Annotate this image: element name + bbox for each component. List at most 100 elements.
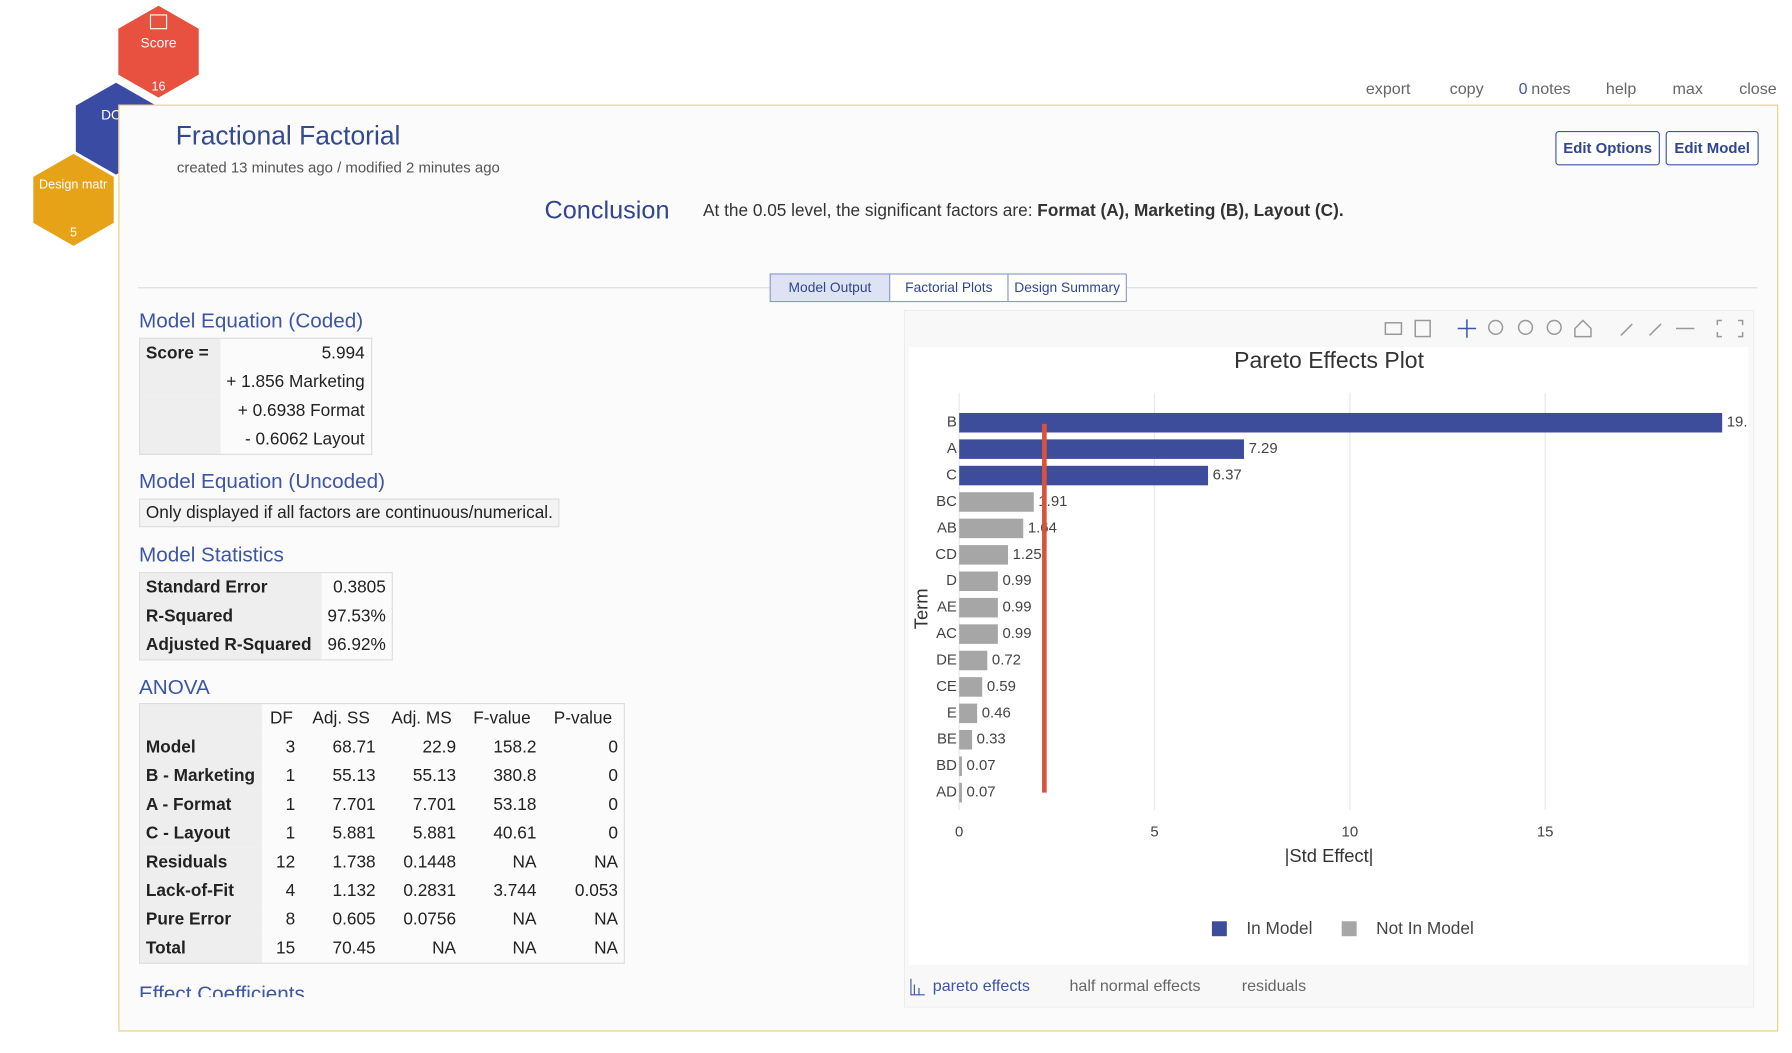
- row: Lack-of-Fit 4 1.132 0.2831 3.744 0.053: [139, 876, 625, 906]
- cell: 7.701: [332, 794, 376, 815]
- cell: [139, 703, 262, 733]
- x-tick-label: 5: [1150, 824, 1158, 841]
- row-label: C - Layout: [139, 819, 262, 848]
- hex-label: Design matrix: [39, 178, 108, 192]
- cell: 1: [285, 794, 296, 815]
- copy-link[interactable]: copy: [1449, 79, 1484, 98]
- plot-link[interactable]: pareto effects: [933, 977, 1030, 995]
- y-axis-title: Term: [910, 588, 931, 629]
- hex[interactable]: [33, 153, 114, 246]
- value-label: 0.99: [1002, 625, 1031, 642]
- cell: 53.18: [493, 794, 537, 815]
- icon-fullscreen[interactable]: [1716, 319, 1744, 338]
- subtitle: created 13 minutes ago / modified 2 minu…: [176, 158, 500, 176]
- notes-count[interactable]: 0: [1518, 79, 1528, 98]
- icon-autoscale[interactable]: [1546, 319, 1562, 336]
- bar: [959, 624, 998, 644]
- cell: 68.71: [332, 737, 376, 758]
- edit-model-button[interactable]: Edit Model: [1665, 130, 1759, 166]
- hex-count: 5: [70, 226, 77, 240]
- plot-link[interactable]: half normal effects: [1069, 977, 1200, 995]
- y-tick-label: AB: [937, 519, 957, 536]
- y-tick-label: AD: [936, 784, 957, 801]
- y-tick-label: BD: [936, 757, 957, 774]
- row: Adjusted R-Squared 96.92%: [139, 630, 393, 660]
- cell: 158.2: [493, 737, 537, 758]
- icon-zoom-in[interactable]: [1517, 319, 1534, 336]
- value-label: 0.33: [977, 731, 1006, 748]
- bar: [959, 545, 1009, 565]
- bar: [959, 730, 973, 750]
- cell: + 1.856 Marketing: [226, 372, 365, 392]
- row: Standard Error 0.3805: [139, 572, 393, 602]
- cell: 0: [608, 794, 619, 815]
- icon-draw[interactable]: [1620, 323, 1633, 336]
- icon-camera[interactable]: [1384, 322, 1403, 336]
- legend-label: In Model: [1246, 918, 1312, 938]
- column-header: F-value: [473, 708, 531, 729]
- conclusion-heading: Conclusion: [544, 195, 670, 225]
- notes-link[interactable]: notes: [1531, 79, 1571, 98]
- cell: 0: [608, 766, 619, 786]
- row: C - Layout 1 5.881 5.881 40.61 0: [139, 819, 625, 848]
- cell: 5.881: [332, 823, 376, 844]
- cell: 70.45: [332, 938, 376, 959]
- row: - 0.6062 Layout: [139, 425, 371, 455]
- y-tick-label: BE: [937, 731, 957, 748]
- section-title: Model Equation (Uncoded): [138, 469, 385, 493]
- x-axis-title: |Std Effect|: [1285, 845, 1374, 866]
- row: Model 3 68.71 22.9 158.2 0: [139, 732, 625, 762]
- icon-erase[interactable]: [1649, 323, 1662, 336]
- edit-options-button[interactable]: Edit Options: [1555, 130, 1660, 166]
- y-tick-label: C: [946, 467, 957, 484]
- cell: 0.053: [574, 881, 619, 901]
- output-pane: Model Equation (Coded) Score = 5.994 + 1.8…: [132, 304, 821, 997]
- value-label: 0.72: [992, 651, 1021, 668]
- help-link[interactable]: help: [1605, 79, 1637, 98]
- cell: [139, 425, 221, 455]
- cell: 8: [285, 909, 296, 930]
- y-tick-label: CE: [936, 678, 957, 695]
- max-link[interactable]: max: [1672, 79, 1703, 98]
- value-label: 0.07: [967, 757, 996, 774]
- y-tick-label: A: [947, 440, 957, 457]
- bar: [959, 439, 1244, 459]
- close-link[interactable]: close: [1739, 79, 1777, 98]
- cell: Adjusted R-Squared: [139, 630, 322, 660]
- row: Total 15 70.45 NA NA NA: [139, 933, 625, 964]
- hex[interactable]: [118, 5, 199, 98]
- cell: - 0.6062 Layout: [244, 429, 365, 450]
- value-label: 7.29: [1249, 440, 1278, 457]
- icon-compare[interactable]: [1414, 319, 1431, 338]
- icon: [149, 14, 168, 30]
- cell: NA: [512, 938, 537, 959]
- bar: [959, 597, 998, 618]
- icon-zoom-out[interactable]: [1487, 319, 1504, 336]
- plot-link[interactable]: residuals: [1242, 977, 1306, 995]
- row: R-Squared 97.53%: [139, 601, 393, 631]
- export-link[interactable]: export: [1365, 79, 1411, 98]
- column-header: Adj. MS: [391, 708, 452, 729]
- cell: 0.0756: [403, 909, 457, 930]
- cell: 5.994: [321, 343, 365, 363]
- row: B - Marketing 1 55.13 55.13 380.8 0: [139, 761, 625, 791]
- x-tick-label: 15: [1537, 824, 1554, 841]
- icon-home[interactable]: [1574, 319, 1592, 338]
- hex-count: 16: [151, 80, 165, 94]
- y-tick-label: AC: [936, 625, 957, 642]
- tab[interactable]: Design Summary: [1007, 273, 1127, 303]
- legend-swatch: [1341, 921, 1357, 937]
- bar: [959, 492, 1034, 512]
- cell: 5.881: [412, 823, 457, 844]
- conclusion-text: At the 0.05 level, the significant facto…: [703, 201, 1344, 221]
- tab[interactable]: Model Output: [769, 273, 891, 303]
- column-header: P-value: [553, 708, 613, 729]
- cell: 1.738: [332, 852, 376, 872]
- section-title: Model Equation (Coded): [138, 309, 364, 332]
- cell: 40.61: [493, 823, 537, 844]
- x-tick-label: 0: [955, 824, 963, 841]
- cell: 3: [285, 737, 296, 758]
- y-tick-label: AE: [937, 599, 957, 616]
- icon-pan[interactable]: [1457, 319, 1477, 338]
- tab[interactable]: Factorial Plots: [889, 273, 1009, 303]
